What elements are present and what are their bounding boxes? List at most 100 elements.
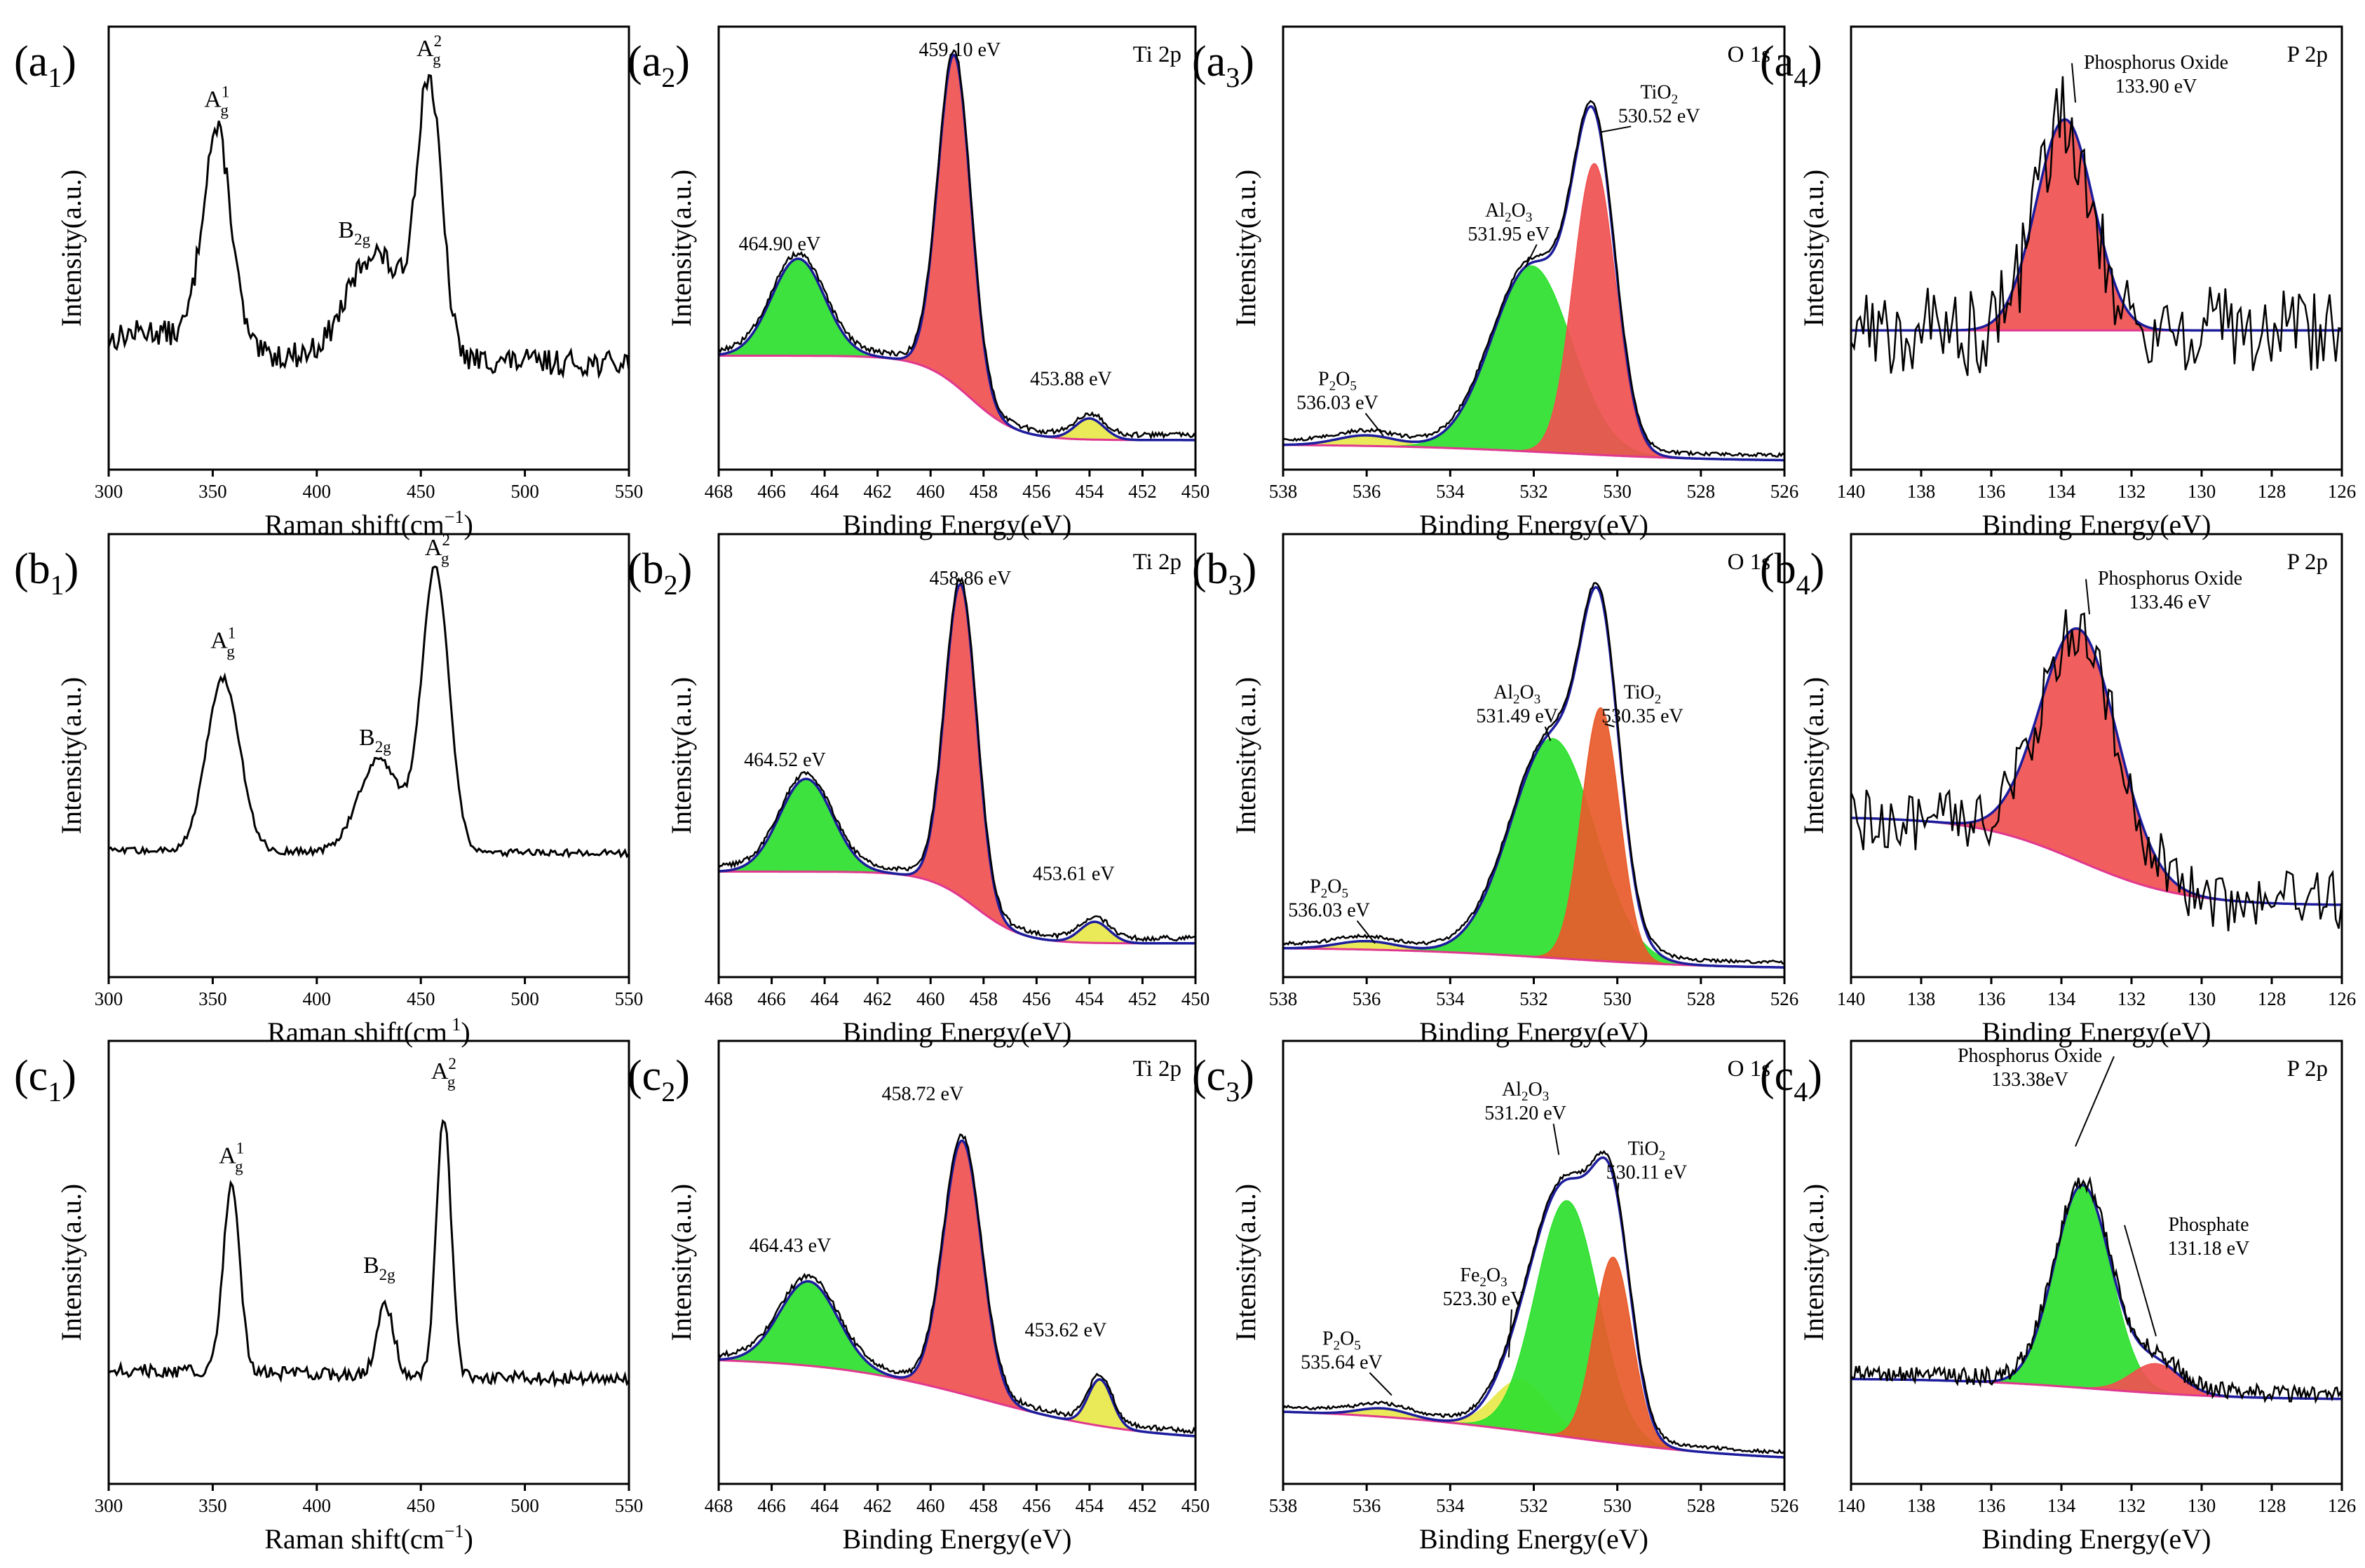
- y-axis-label-a2: Intensity(a.u.): [665, 170, 697, 327]
- species-energy-a3-2: 530.52 eV: [1618, 105, 1700, 127]
- x-tick-label-c2-2: 464: [811, 1495, 839, 1516]
- x-axis-label-c2: Binding Energy(eV): [843, 1523, 1072, 1555]
- component-peak-c3-2: [1283, 1200, 1784, 1458]
- x-tick-label-a3-4: 530: [1603, 481, 1632, 502]
- x-tick-label-c2-7: 454: [1076, 1495, 1104, 1516]
- peak-label-a1-0: A1 g: [204, 83, 229, 118]
- x-tick-label-a2-2: 464: [811, 481, 839, 502]
- x-tick-label-b4-4: 132: [2117, 988, 2146, 1009]
- peak-label-b1-2: A2 g: [425, 531, 450, 567]
- x-tick-label-c3-5: 528: [1687, 1495, 1716, 1516]
- raman-spectrum-c1: [109, 1119, 629, 1389]
- x-tick-label-c3-1: 536: [1353, 1495, 1381, 1516]
- plot-frame-b1: [107, 533, 630, 979]
- core-level-label-b4: P 2p: [2287, 550, 2328, 575]
- y-axis-label-c2: Intensity(a.u.): [665, 1184, 697, 1341]
- x-tick-label-c4-5: 130: [2188, 1495, 2216, 1516]
- panel-a3: 538 536 534 532 530 528 526 Binding Energy(eV) I…: [1192, 25, 1798, 540]
- raw-spectrum-a3: [1283, 100, 1784, 458]
- plot-frame-c2: [717, 1039, 1197, 1485]
- envelope-c3: [1283, 1156, 1784, 1459]
- panel-label-b4: (b4): [1760, 545, 1824, 601]
- plot-frame-c1: [107, 1039, 630, 1485]
- raw-spectrum-b4: [1851, 609, 2342, 932]
- plot-area-c4: [1851, 1175, 2342, 1405]
- x-tick-label-a4-3: 134: [2047, 481, 2076, 502]
- core-level-label-c4: P 2p: [2287, 1056, 2328, 1082]
- envelope-c4: [1851, 1183, 2342, 1400]
- panel-label-a4: (a4): [1760, 38, 1822, 93]
- plot-area-b2: [719, 576, 1195, 945]
- species-label-a3-1: Al2O3: [1485, 200, 1532, 225]
- peak-energy-label-a2-2: 453.88 eV: [1030, 369, 1112, 390]
- x-tick-label-c2-8: 452: [1128, 1495, 1157, 1516]
- species-label-a4-0: Phosphorus Oxide: [2084, 52, 2228, 74]
- x-tick-label-b3-2: 534: [1436, 988, 1465, 1009]
- y-axis-label-b2: Intensity(a.u.): [665, 677, 697, 834]
- x-tick-label-a2-5: 458: [970, 481, 998, 502]
- leader-line-a3-1: [1524, 244, 1538, 268]
- plot-area-a2: [719, 49, 1195, 442]
- x-tick-label-c2-6: 456: [1022, 1495, 1051, 1516]
- x-tick-label-a4-2: 136: [1977, 481, 2006, 502]
- panel-label-c2: (c2): [628, 1052, 690, 1107]
- raw-spectrum-a4: [1851, 76, 2342, 376]
- raw-spectrum-a2: [719, 49, 1195, 440]
- panel-label-b3: (b3): [1192, 545, 1256, 601]
- species-energy-c4-0: 133.38eV: [1991, 1069, 2068, 1091]
- x-axis-label-c1: Raman shift(cm−1): [264, 1521, 473, 1555]
- x-tick-label-a3-2: 534: [1436, 481, 1465, 502]
- panel-label-c3: (c3): [1192, 1052, 1254, 1107]
- x-tick-label-c3-0: 538: [1269, 1495, 1298, 1516]
- species-energy-c3-2: 531.20 eV: [1484, 1103, 1566, 1124]
- envelope-b3: [1283, 585, 1784, 969]
- x-tick-label-b4-7: 126: [2328, 988, 2357, 1009]
- x-axis-label-b3: Binding Energy(eV): [1419, 1016, 1648, 1048]
- x-tick-label-a1-3: 450: [407, 481, 435, 502]
- x-tick-label-b2-6: 456: [1022, 988, 1051, 1009]
- x-tick-label-b2-5: 458: [970, 988, 998, 1009]
- x-axis-label-b4: Binding Energy(eV): [1982, 1016, 2211, 1048]
- x-tick-label-b4-2: 136: [1977, 988, 2006, 1009]
- plot-frame-a1: [107, 25, 630, 471]
- panel-label-a1: (a1): [14, 38, 76, 93]
- x-tick-label-b2-3: 462: [863, 988, 892, 1009]
- leader-line-c4-1: [2124, 1225, 2157, 1337]
- x-tick-label-a4-5: 130: [2188, 481, 2216, 502]
- plot-area-b3: [1283, 582, 1784, 969]
- baseline-b2: [719, 871, 1195, 945]
- panel-a4: 140 138 136 134 132 130 128 126 Binding Energy(e…: [1760, 25, 2356, 540]
- x-tick-label-b4-0: 140: [1837, 988, 1866, 1009]
- x-tick-label-c2-1: 466: [757, 1495, 786, 1516]
- plot-frame-c4: [1850, 1039, 2343, 1485]
- component-peak-b3-1: [1283, 737, 1784, 968]
- panel-label-c1: (c1): [14, 1052, 76, 1107]
- x-tick-label-a2-3: 462: [863, 481, 892, 502]
- peak-energy-label-c2-1: 458.72 eV: [882, 1083, 964, 1105]
- x-tick-label-a3-5: 528: [1687, 481, 1716, 502]
- raman-spectrum-a1: [109, 74, 629, 380]
- x-tick-label-a2-4: 460: [916, 481, 945, 502]
- leader-line-a3-2: [1600, 125, 1632, 133]
- x-axis-label-c4: Binding Energy(eV): [1982, 1523, 2211, 1555]
- panel-c3: 538 536 534 532 530 528 526 Binding Energy(eV) I…: [1192, 1039, 1798, 1555]
- baseline-a2: [719, 355, 1195, 442]
- leader-line-a3-0: [1364, 412, 1384, 437]
- x-tick-label-c4-7: 126: [2328, 1495, 2357, 1516]
- species-label-c3-2: Al2O3: [1502, 1079, 1549, 1104]
- core-level-label-a2: Ti 2p: [1133, 42, 1181, 67]
- plot-frame-a2: [717, 25, 1197, 471]
- species-label-b3-0: P2O5: [1310, 876, 1348, 901]
- x-tick-label-c1-4: 500: [510, 1495, 539, 1516]
- x-tick-label-a2-6: 456: [1022, 481, 1051, 502]
- x-tick-label-c1-2: 400: [303, 1495, 332, 1516]
- envelope-a2: [719, 53, 1195, 442]
- species-label-c4-1: Phosphate: [2168, 1214, 2249, 1236]
- raw-spectrum-c4: [1851, 1175, 2342, 1405]
- x-tick-label-c2-0: 468: [705, 1495, 733, 1516]
- x-tick-label-a2-1: 466: [757, 481, 786, 502]
- species-energy-c3-3: 530.11 eV: [1606, 1162, 1688, 1184]
- x-tick-label-c3-4: 530: [1603, 1495, 1632, 1516]
- x-tick-label-c1-0: 300: [95, 1495, 123, 1516]
